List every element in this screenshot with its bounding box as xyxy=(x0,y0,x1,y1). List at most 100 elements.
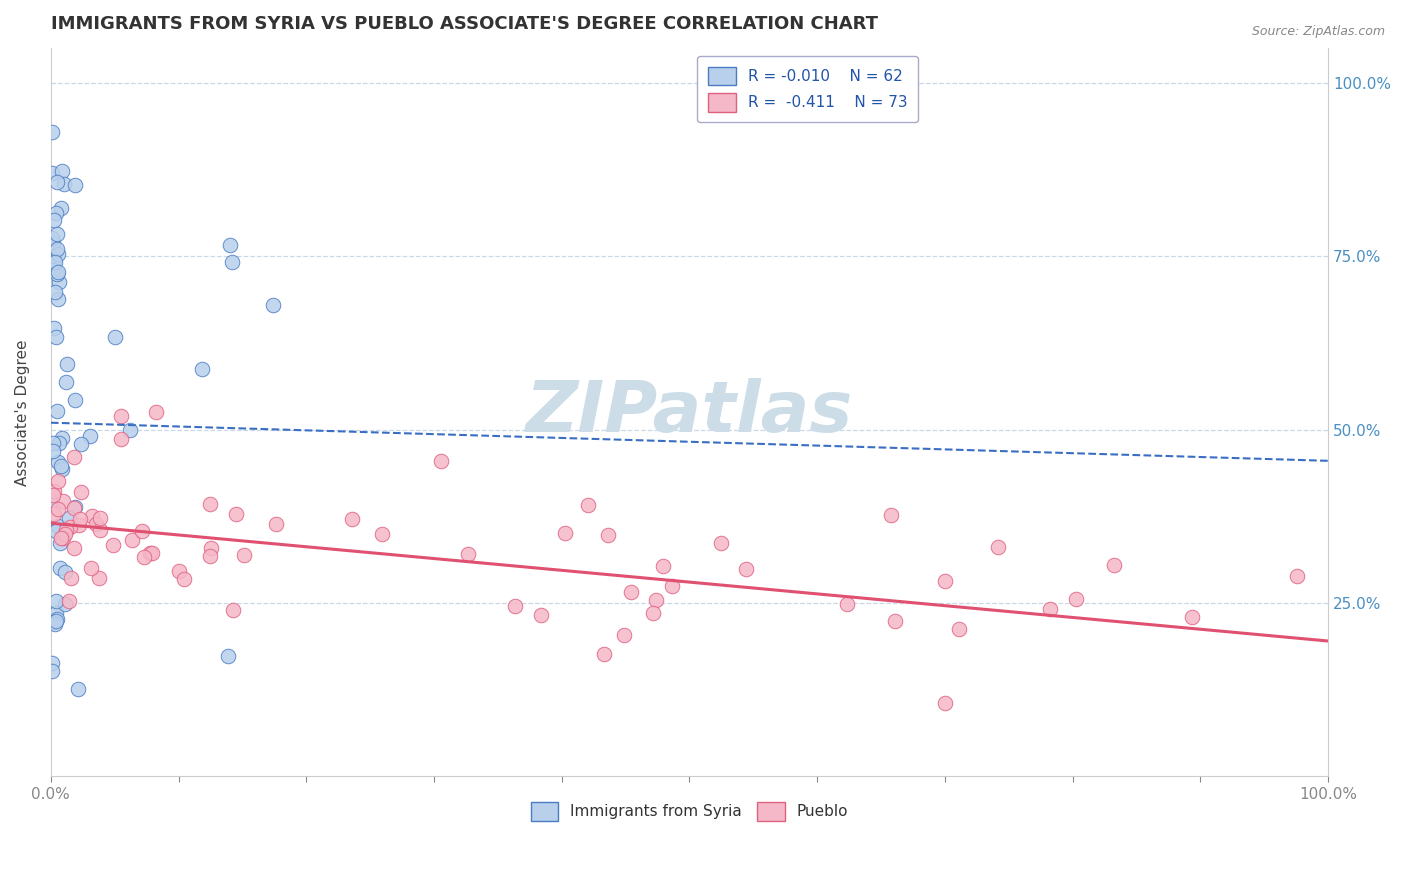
Point xyxy=(173,572,195,586)
Point xyxy=(101,538,124,552)
Point xyxy=(42,263,65,277)
Point xyxy=(42,435,65,450)
Point xyxy=(67,682,90,697)
Point xyxy=(41,231,63,245)
Point xyxy=(167,565,190,579)
Point xyxy=(48,536,70,550)
Point xyxy=(42,235,65,250)
Point xyxy=(52,177,75,191)
Point xyxy=(371,526,394,541)
Point xyxy=(45,594,67,608)
Point xyxy=(46,519,69,533)
Point xyxy=(948,622,970,636)
Point xyxy=(225,508,247,522)
Point xyxy=(457,548,479,562)
Point xyxy=(80,561,103,575)
Point xyxy=(934,574,956,588)
Point xyxy=(58,594,80,608)
Point xyxy=(44,285,66,299)
Point xyxy=(613,628,636,642)
Point xyxy=(44,615,66,629)
Point xyxy=(44,483,66,498)
Point xyxy=(430,454,453,468)
Point xyxy=(118,423,141,437)
Text: ZIPatlas: ZIPatlas xyxy=(526,378,853,447)
Point xyxy=(51,461,73,475)
Legend: Immigrants from Syria, Pueblo: Immigrants from Syria, Pueblo xyxy=(524,796,855,827)
Point xyxy=(554,526,576,541)
Point xyxy=(55,523,77,537)
Point xyxy=(934,696,956,710)
Point xyxy=(530,607,553,622)
Point xyxy=(46,501,69,516)
Point xyxy=(89,510,111,524)
Point xyxy=(45,330,67,344)
Point xyxy=(65,393,87,408)
Point xyxy=(132,549,155,564)
Point xyxy=(46,612,69,626)
Point xyxy=(222,603,245,617)
Point xyxy=(41,493,63,508)
Point xyxy=(643,606,665,620)
Point xyxy=(42,321,65,335)
Point xyxy=(141,546,163,560)
Point xyxy=(644,592,666,607)
Point xyxy=(63,501,86,516)
Point xyxy=(139,546,162,560)
Point xyxy=(69,518,91,533)
Point xyxy=(51,431,73,445)
Point xyxy=(200,497,222,511)
Point xyxy=(87,571,110,585)
Point xyxy=(41,125,63,139)
Point xyxy=(121,533,143,548)
Point xyxy=(131,524,153,539)
Point xyxy=(620,585,643,599)
Point xyxy=(63,178,86,193)
Point xyxy=(264,517,287,532)
Text: Source: ZipAtlas.com: Source: ZipAtlas.com xyxy=(1251,25,1385,38)
Point xyxy=(86,517,108,532)
Point xyxy=(48,265,70,279)
Point xyxy=(710,536,733,550)
Point xyxy=(735,562,758,576)
Point xyxy=(58,510,80,524)
Point xyxy=(661,578,683,592)
Point xyxy=(217,648,239,663)
Point xyxy=(65,500,87,515)
Point xyxy=(49,201,72,215)
Point xyxy=(45,206,67,220)
Point xyxy=(1286,569,1309,583)
Point xyxy=(55,376,77,390)
Point xyxy=(48,435,70,450)
Point xyxy=(200,541,222,555)
Point xyxy=(41,166,63,180)
Point xyxy=(60,570,83,584)
Point xyxy=(503,599,526,614)
Point xyxy=(44,616,66,631)
Point xyxy=(69,485,91,500)
Point xyxy=(48,293,70,307)
Point xyxy=(1064,592,1087,607)
Point xyxy=(652,558,675,573)
Point xyxy=(191,361,214,376)
Point xyxy=(48,275,70,289)
Point xyxy=(233,548,256,562)
Point xyxy=(56,358,79,372)
Point xyxy=(110,409,132,423)
Point xyxy=(46,403,69,417)
Point xyxy=(51,164,73,178)
Point xyxy=(593,647,616,661)
Point xyxy=(262,298,284,312)
Point xyxy=(79,429,101,443)
Point xyxy=(1104,558,1126,572)
Point xyxy=(69,512,91,526)
Text: IMMIGRANTS FROM SYRIA VS PUEBLO ASSOCIATE'S DEGREE CORRELATION CHART: IMMIGRANTS FROM SYRIA VS PUEBLO ASSOCIAT… xyxy=(51,15,877,33)
Point xyxy=(1039,602,1062,616)
Point xyxy=(835,597,858,611)
Point xyxy=(596,528,619,542)
Point xyxy=(70,437,93,451)
Point xyxy=(42,253,65,268)
Point xyxy=(52,493,75,508)
Point xyxy=(53,597,76,611)
Point xyxy=(198,549,221,563)
